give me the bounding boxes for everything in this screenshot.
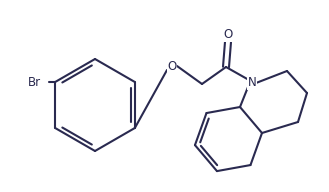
Text: Br: Br (28, 75, 41, 89)
Text: O: O (167, 60, 177, 74)
Text: N: N (248, 76, 256, 89)
Text: O: O (223, 28, 233, 41)
